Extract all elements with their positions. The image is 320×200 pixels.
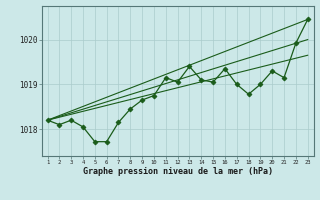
X-axis label: Graphe pression niveau de la mer (hPa): Graphe pression niveau de la mer (hPa) — [83, 167, 273, 176]
